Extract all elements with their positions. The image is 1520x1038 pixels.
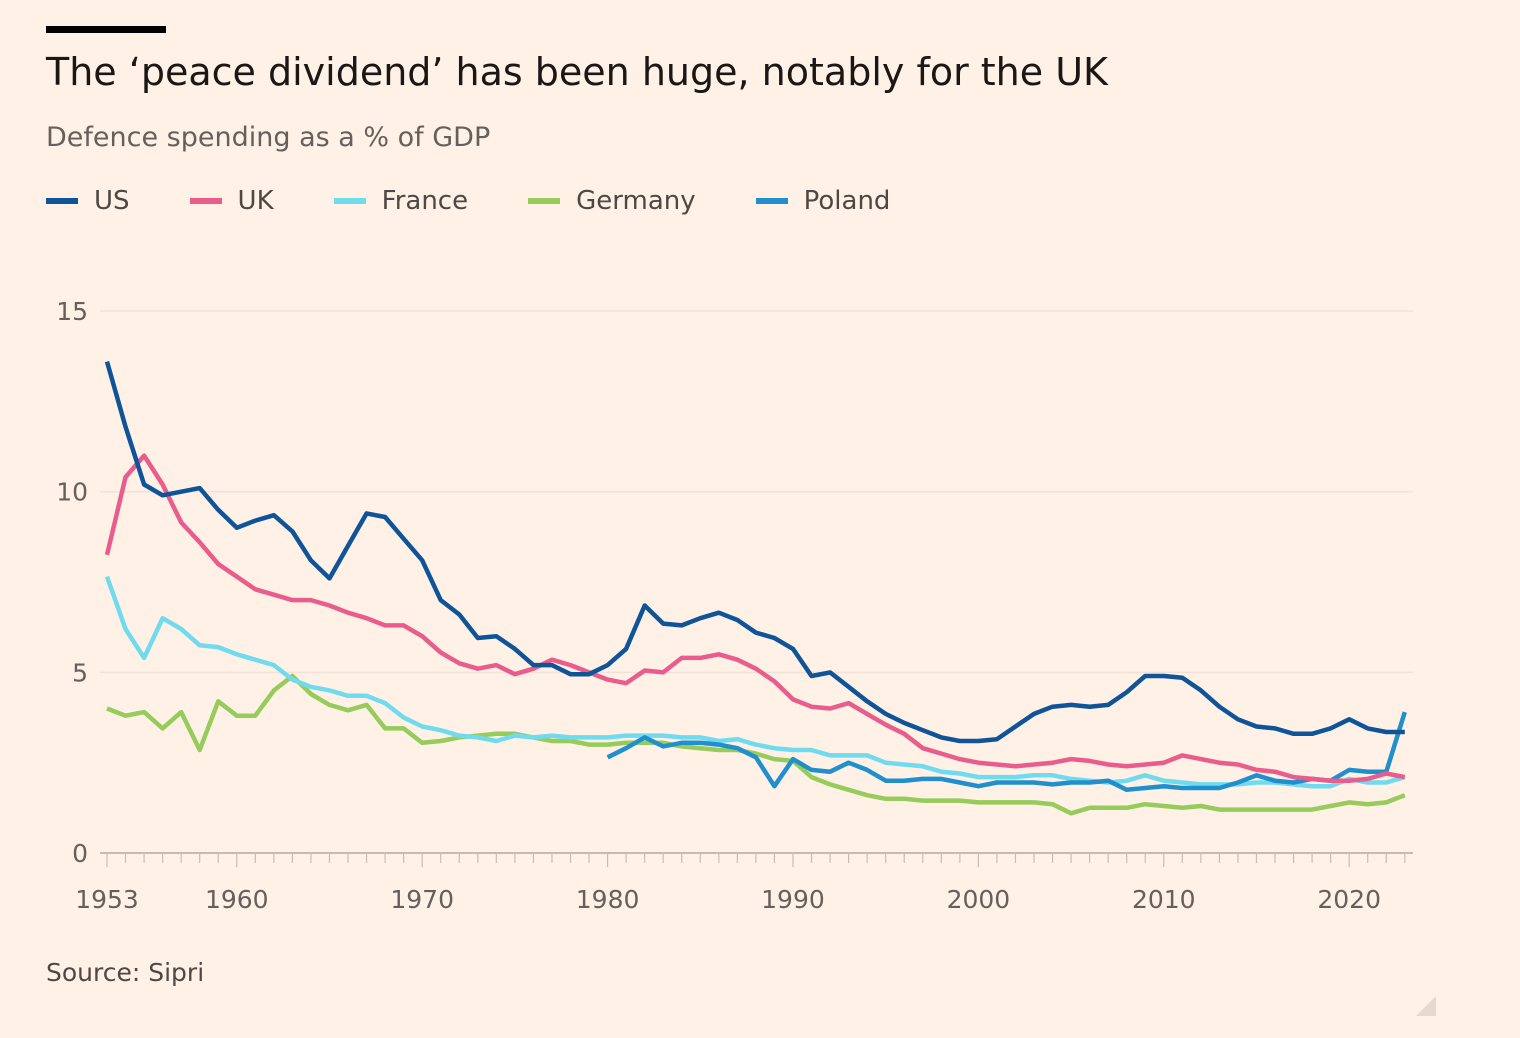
resize-handle-icon (1416, 996, 1436, 1016)
y-tick-label: 0 (72, 839, 88, 868)
legend-swatch (755, 198, 788, 204)
series-line-france (104, 575, 1406, 789)
header-rule (46, 26, 166, 33)
source-note: Source: Sipri (46, 958, 205, 987)
legend-label: Poland (803, 186, 891, 216)
series-line-germany (106, 673, 1406, 816)
y-tick-label: 5 (72, 658, 88, 687)
legend-swatch (189, 198, 222, 204)
legend: US UK France Germany Poland (46, 186, 950, 216)
legend-swatch (528, 198, 561, 204)
legend-item-france: France (333, 186, 469, 216)
x-tick-label: 1970 (390, 885, 454, 914)
x-tick-label: 1980 (576, 885, 640, 914)
legend-label: UK (237, 186, 274, 216)
chart-title: The ‘peace dividend’ has been huge, nota… (46, 50, 1108, 94)
series-line-us (104, 360, 1405, 744)
series-line-uk (104, 453, 1406, 783)
legend-swatch (333, 198, 366, 204)
chart-subtitle: Defence spending as a % of GDP (46, 122, 491, 153)
x-tick-label: 1953 (75, 885, 139, 914)
x-tick-label: 2000 (947, 885, 1011, 914)
x-tick-label: 1990 (761, 885, 825, 914)
legend-item-uk: UK (189, 186, 274, 216)
legend-item-germany: Germany (528, 186, 696, 216)
y-tick-label: 15 (56, 297, 88, 326)
legend-label: France (381, 186, 469, 216)
x-tick-label: 2020 (1317, 885, 1381, 914)
legend-item-us: US (46, 186, 130, 216)
y-tick-label: 10 (56, 478, 88, 507)
legend-swatch (46, 198, 78, 204)
legend-item-poland: Poland (755, 186, 891, 216)
legend-label: Germany (576, 186, 696, 216)
series-line-poland (606, 711, 1407, 793)
legend-label: US (94, 186, 130, 216)
x-tick-label: 2010 (1132, 885, 1196, 914)
x-tick-label: 1960 (205, 885, 269, 914)
